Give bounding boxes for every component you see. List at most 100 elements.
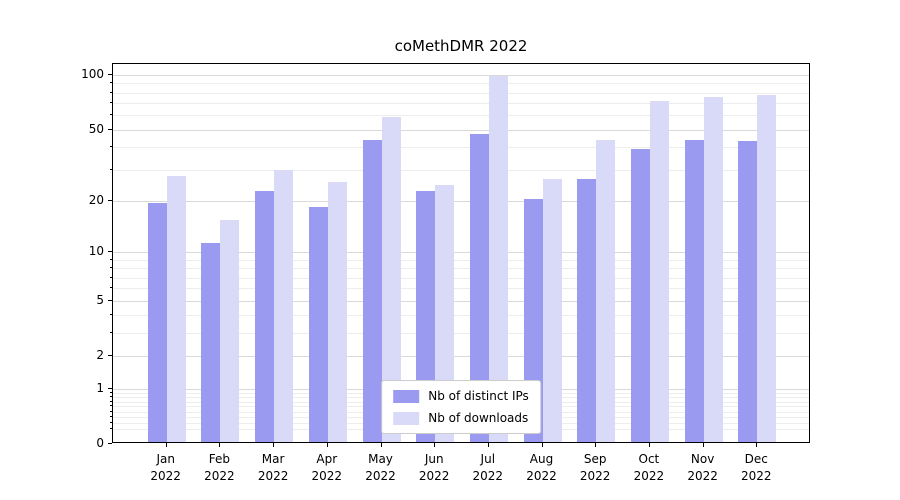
gridline-minor	[113, 147, 809, 149]
gridline-minor	[113, 103, 809, 105]
x-tick-mark	[165, 443, 167, 447]
x-tick-label: Nov 2022	[687, 452, 718, 483]
x-tick-label: May 2022	[365, 452, 396, 483]
y-minor-tick	[110, 410, 112, 412]
x-tick-mark	[756, 443, 758, 447]
gridline-minor	[113, 115, 809, 117]
y-tick-label: 50	[88, 121, 104, 136]
y-minor-tick	[110, 391, 112, 393]
y-minor-tick	[110, 114, 112, 116]
y-tick-label: 10	[88, 244, 104, 259]
y-tick-mark	[108, 251, 112, 253]
x-tick-mark	[487, 443, 489, 447]
gridline-minor	[113, 268, 809, 270]
gridline-minor	[113, 259, 809, 261]
gridline-minor	[113, 333, 809, 335]
gridline-major	[113, 252, 809, 254]
y-minor-tick	[110, 102, 112, 104]
y-minor-tick	[110, 332, 112, 334]
chart-title: coMethDMR 2022	[394, 37, 528, 55]
y-minor-tick	[110, 258, 112, 260]
y-tick-mark	[108, 443, 112, 444]
bar-downloads-11	[703, 96, 723, 442]
bar-downloads-1	[166, 175, 186, 442]
y-minor-tick	[110, 146, 112, 148]
gridline-minor	[113, 169, 809, 171]
gridline-major	[113, 200, 809, 202]
legend-label-downloads: Nb of downloads	[428, 411, 529, 425]
bar-distinct-ips-6	[416, 191, 436, 442]
y-minor-tick	[110, 400, 112, 402]
y-minor-tick	[110, 314, 112, 316]
x-tick-label: Jan 2022	[150, 452, 181, 483]
bar-downloads-2	[220, 220, 240, 442]
gridline-minor	[113, 83, 809, 85]
legend-swatch-distinct-ips	[393, 389, 420, 403]
gridline-minor	[113, 288, 809, 290]
x-tick-mark	[273, 443, 275, 447]
bar-distinct-ips-10	[630, 149, 650, 442]
gridline-major	[113, 75, 809, 77]
legend-swatch-downloads	[393, 411, 420, 425]
legend: Nb of distinct IPs Nb of downloads	[381, 380, 541, 434]
legend-item-downloads: Nb of downloads	[393, 411, 529, 425]
gridline-major	[113, 356, 809, 358]
x-tick-mark	[219, 443, 221, 447]
gridline-minor	[113, 315, 809, 317]
y-tick-label: 100	[81, 67, 104, 82]
bar-downloads-9	[596, 139, 616, 442]
y-tick-label: 2	[96, 348, 104, 363]
x-tick-label: Sep 2022	[579, 452, 611, 483]
x-tick-mark	[541, 443, 543, 447]
legend-item-distinct-ips: Nb of distinct IPs	[393, 389, 529, 403]
y-tick-label: 20	[88, 192, 104, 207]
y-minor-tick	[110, 82, 112, 84]
x-tick-label: Jul 2022	[472, 452, 504, 483]
x-tick-label: Mar 2022	[257, 452, 289, 483]
y-tick-mark	[108, 355, 112, 357]
gridline-minor	[113, 92, 809, 94]
gridline-minor	[113, 277, 809, 279]
y-tick-label: 0	[96, 436, 104, 450]
bar-distinct-ips-12	[738, 141, 758, 442]
x-tick-mark	[595, 443, 597, 447]
y-minor-tick	[110, 396, 112, 397]
y-minor-tick	[110, 416, 112, 418]
x-tick-mark	[326, 443, 328, 447]
x-tick-mark	[380, 443, 382, 447]
x-tick-label: Dec 2022	[741, 452, 772, 483]
bar-downloads-4	[327, 181, 347, 442]
x-tick-label: Jun 2022	[418, 452, 450, 483]
y-tick-label: 1	[96, 380, 104, 395]
y-tick-mark	[108, 74, 112, 76]
x-tick-mark	[702, 443, 704, 447]
plot-area: Nb of distinct IPs Nb of downloads	[112, 63, 810, 443]
y-tick-mark	[108, 199, 112, 201]
y-minor-tick	[110, 276, 112, 278]
gridline-major	[113, 300, 809, 302]
bar-distinct-ips-2	[201, 243, 221, 442]
x-tick-mark	[648, 443, 650, 447]
y-minor-tick	[110, 405, 112, 407]
bar-downloads-6	[435, 184, 455, 442]
bar-downloads-10	[649, 101, 669, 442]
x-tick-label: Oct 2022	[633, 452, 665, 483]
bar-distinct-ips-4	[308, 206, 328, 442]
y-minor-tick	[110, 91, 112, 93]
bar-downloads-5	[381, 117, 401, 442]
bar-distinct-ips-11	[684, 139, 704, 442]
y-minor-tick	[110, 422, 112, 423]
y-tick-label: 5	[96, 292, 104, 307]
gridline-major	[113, 129, 809, 131]
bar-downloads-7	[488, 76, 508, 442]
bar-distinct-ips-5	[362, 139, 382, 442]
y-tick-mark	[108, 299, 112, 301]
y-tick-mark	[108, 387, 112, 389]
bar-downloads-3	[274, 170, 294, 442]
y-minor-tick	[110, 428, 112, 430]
bar-distinct-ips-3	[255, 191, 275, 442]
x-tick-label: Aug 2022	[526, 452, 557, 483]
legend-label-distinct-ips: Nb of distinct IPs	[428, 389, 529, 403]
bar-downloads-8	[542, 178, 562, 442]
